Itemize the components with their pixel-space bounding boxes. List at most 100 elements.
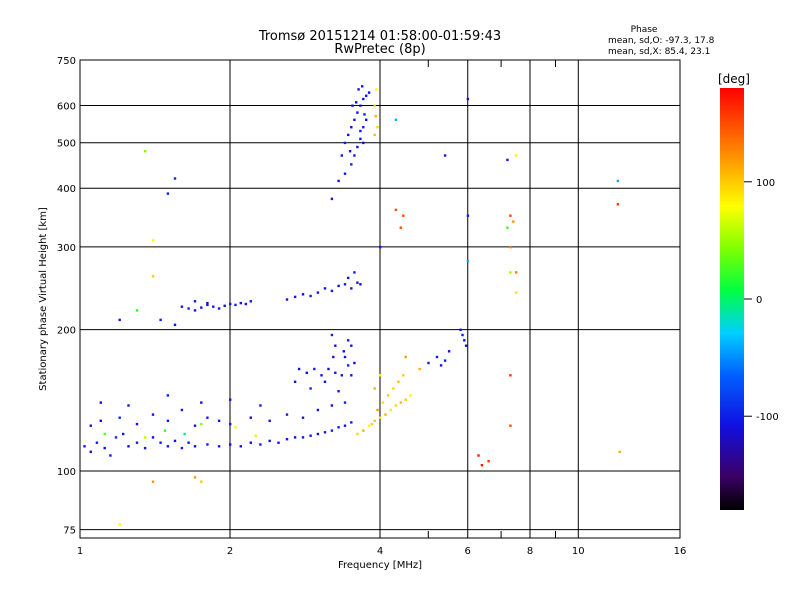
data-point	[362, 141, 365, 145]
data-point	[309, 434, 312, 437]
data-point	[362, 126, 365, 129]
data-point	[151, 239, 155, 242]
colorbar-ticks: 100 0 -100	[744, 178, 779, 423]
x-tick-label: 8	[527, 546, 533, 557]
data-point	[193, 309, 197, 312]
data-point	[359, 129, 362, 133]
data-point	[356, 111, 359, 114]
data-point	[180, 446, 184, 450]
phase-stats-x: mean, sd,X: 85.4, 23.1	[608, 47, 710, 57]
data-point	[384, 413, 387, 416]
data-point	[99, 419, 102, 422]
data-point	[95, 441, 99, 444]
data-point	[323, 431, 327, 434]
data-point	[239, 445, 242, 448]
data-point	[350, 287, 353, 290]
data-point	[103, 432, 106, 436]
data-point	[99, 401, 102, 404]
data-point	[234, 426, 237, 429]
data-point	[355, 101, 358, 104]
y-tick-label: 500	[57, 139, 76, 150]
data-point	[399, 226, 402, 229]
data-point	[409, 394, 412, 397]
data-point	[323, 380, 327, 383]
data-point	[217, 419, 221, 422]
data-point	[348, 150, 352, 153]
data-point	[143, 436, 147, 439]
data-point	[180, 408, 184, 412]
data-point	[350, 374, 353, 377]
data-point	[404, 355, 407, 359]
data-point	[187, 307, 190, 310]
data-point	[461, 333, 464, 337]
y-tick-label: 400	[57, 184, 76, 195]
data-point	[200, 401, 203, 404]
data-point	[394, 208, 398, 212]
data-point	[166, 445, 170, 448]
data-point	[313, 367, 316, 371]
data-point	[509, 424, 512, 427]
x-axis-label: Frequency [MHz]	[338, 560, 422, 571]
data-point	[193, 476, 197, 479]
data-point	[212, 305, 215, 308]
data-point	[309, 294, 312, 298]
data-point	[480, 464, 484, 467]
y-tick-label: 75	[63, 526, 76, 537]
data-point	[337, 179, 340, 183]
data-point	[173, 323, 177, 326]
data-point	[370, 422, 374, 426]
data-point	[223, 304, 226, 307]
data-points	[83, 85, 621, 526]
data-point	[301, 293, 305, 296]
data-point	[330, 404, 334, 407]
data-point	[402, 374, 405, 377]
data-point	[350, 344, 353, 347]
data-point	[200, 480, 203, 483]
data-point	[359, 283, 362, 286]
data-point	[362, 97, 365, 101]
data-point	[337, 284, 340, 288]
data-point	[293, 436, 297, 439]
data-point	[206, 443, 209, 446]
data-point	[109, 454, 112, 457]
data-point	[363, 113, 366, 116]
data-point	[463, 339, 466, 342]
data-point	[330, 429, 334, 432]
data-point	[206, 303, 209, 307]
data-point	[347, 133, 350, 137]
data-point	[89, 450, 92, 453]
data-point	[118, 416, 121, 419]
data-point	[367, 91, 371, 94]
data-point	[334, 344, 337, 347]
data-point	[206, 301, 209, 305]
y-axis-label: Stationary phase Virtual Height [km]	[38, 207, 49, 391]
data-point	[301, 436, 305, 439]
data-point	[332, 355, 335, 359]
data-point	[394, 404, 398, 407]
data-point	[379, 374, 382, 377]
data-point	[359, 104, 362, 107]
data-point	[193, 445, 197, 448]
data-point	[173, 439, 177, 443]
data-point	[200, 306, 203, 309]
data-point	[301, 416, 305, 419]
data-point	[515, 271, 518, 274]
data-point	[404, 398, 407, 401]
data-point	[320, 374, 323, 377]
data-point	[376, 126, 379, 129]
data-point	[277, 441, 280, 444]
colorbar-label: [deg]	[718, 72, 750, 86]
data-point	[229, 422, 232, 426]
data-point	[143, 446, 147, 450]
data-point	[353, 361, 356, 365]
data-point	[337, 426, 340, 429]
data-point	[353, 271, 356, 274]
data-point	[394, 118, 398, 121]
data-point	[135, 309, 139, 312]
x-tick-label: 1	[77, 546, 83, 557]
data-point	[143, 150, 147, 153]
data-point	[293, 295, 297, 299]
data-point	[316, 291, 320, 294]
data-point	[193, 424, 197, 427]
data-point	[316, 432, 320, 436]
